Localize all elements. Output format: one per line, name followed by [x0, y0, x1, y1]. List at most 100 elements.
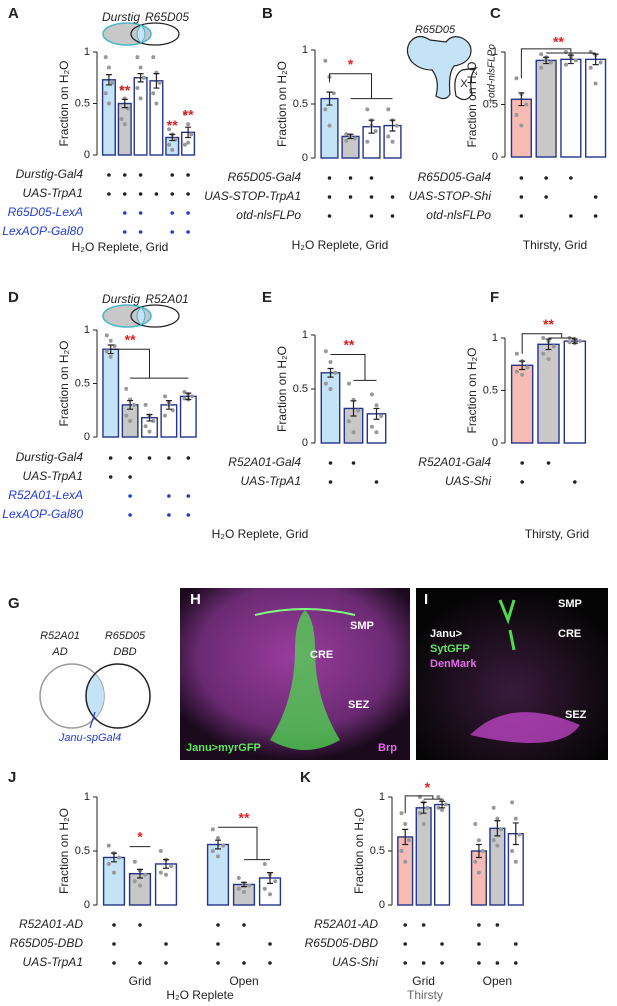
data-point — [514, 113, 519, 117]
error-bar — [475, 843, 482, 859]
genotype-dot — [164, 961, 168, 965]
data-point — [513, 816, 518, 821]
data-point — [365, 107, 370, 112]
data-point — [525, 365, 530, 370]
data-point — [262, 886, 267, 891]
data-point — [369, 392, 374, 397]
data-point — [158, 849, 163, 853]
genotype-dot — [167, 513, 171, 517]
data-point — [399, 849, 404, 853]
venn-label: R65D05 — [145, 10, 189, 24]
genotype-dot — [440, 942, 444, 946]
genotype-dot — [403, 923, 408, 927]
data-point — [365, 139, 370, 144]
panel-letter: H — [190, 591, 201, 608]
error-bar — [350, 400, 357, 417]
y-tick-label: 0 — [84, 149, 90, 161]
genotype-dot — [216, 942, 220, 946]
panel-h: H SMP CRE SEZ Janu>myrGFP Brp — [180, 588, 410, 760]
panel-letter: J — [8, 769, 16, 786]
data-point — [476, 870, 481, 875]
data-point — [119, 86, 124, 91]
data-point — [480, 849, 485, 853]
bar — [563, 340, 587, 444]
data-point — [158, 870, 163, 875]
error-bar — [137, 868, 143, 879]
data-point — [106, 101, 111, 106]
group-label: Grid — [129, 974, 152, 988]
condition-label: H₂O Replete, Grid — [292, 238, 389, 252]
significance-star: ** — [119, 82, 130, 98]
data-point — [154, 101, 159, 106]
data-point — [510, 800, 515, 805]
data-point — [514, 76, 519, 81]
y-axis-label: Fraction on H₂O — [57, 340, 71, 426]
data-point — [164, 872, 168, 877]
y-tick-label: 0 — [84, 431, 90, 443]
data-point — [108, 354, 113, 359]
data-point — [221, 843, 226, 848]
data-point — [390, 139, 395, 144]
panel-i: I SMP CRE SEZ Janu> SytGFP DenMark — [416, 588, 608, 760]
genotype-dot — [369, 195, 374, 199]
data-point — [346, 419, 351, 424]
error-bar — [327, 367, 334, 378]
brain-schematic: X R65D05 +otd-nlsFLPo — [406, 24, 498, 104]
data-point — [268, 892, 272, 897]
data-point — [163, 413, 168, 418]
genotype-label: R65D05-Gal4 — [418, 170, 492, 184]
genotype-dot — [268, 942, 272, 946]
genotype-dot — [351, 461, 356, 465]
cross: X — [460, 78, 468, 90]
error-bar — [105, 74, 112, 86]
y-axis-label: Fraction on H₂O — [57, 808, 71, 894]
data-point — [186, 122, 191, 127]
genotype-dot — [154, 192, 159, 196]
data-point — [491, 805, 496, 810]
region-label: SMP — [558, 598, 582, 610]
genotype-dot — [546, 461, 551, 465]
genotype-label: R52A01-Gal4 — [418, 455, 491, 469]
data-point — [394, 123, 399, 128]
genotype-dot — [348, 195, 353, 199]
genotype-dot — [128, 513, 132, 517]
venn-right — [130, 304, 180, 328]
data-point — [108, 338, 113, 343]
y-tick-label: 1 — [302, 329, 308, 341]
error-bar — [519, 360, 526, 371]
stain-label: Janu>myrGFP — [186, 742, 261, 754]
genotype-dot — [186, 230, 190, 234]
venn-label: DBD — [113, 646, 136, 658]
genotype-dot — [112, 923, 116, 927]
stain-label: DenMark — [430, 658, 477, 670]
data-point — [440, 807, 445, 812]
venn-label: R65D05 — [105, 630, 146, 642]
y-tick-label: 0 — [302, 152, 308, 164]
genotype-label: R65D05-LexA — [8, 205, 83, 219]
data-point — [519, 123, 524, 128]
y-tick-label: 0 — [302, 437, 308, 449]
condition-label: Thirsty, Grid — [525, 527, 589, 541]
genotype-label: Durstig-Gal4 — [16, 167, 84, 181]
data-point — [103, 91, 108, 96]
panel-letter: K — [300, 769, 311, 786]
y-tick-label: 0.5 — [75, 377, 90, 389]
genotype-dot — [544, 195, 548, 199]
data-point — [110, 80, 115, 85]
y-tick-label: 1 — [84, 46, 90, 58]
y-tick-label: 1 — [84, 791, 90, 803]
panel-letter: D — [8, 289, 19, 306]
data-point — [386, 107, 391, 112]
significance-star: ** — [239, 809, 250, 825]
bar — [320, 97, 339, 159]
y-axis-label: Fraction on H₂O — [465, 347, 479, 433]
data-point — [143, 402, 148, 407]
data-point — [163, 394, 168, 399]
genotype-dot — [495, 961, 500, 965]
y-tick-label: 0.5 — [293, 98, 308, 110]
data-point — [138, 65, 143, 70]
error-bar — [215, 839, 221, 850]
data-point — [167, 142, 172, 147]
error-bar — [165, 400, 172, 410]
data-point — [236, 886, 241, 891]
